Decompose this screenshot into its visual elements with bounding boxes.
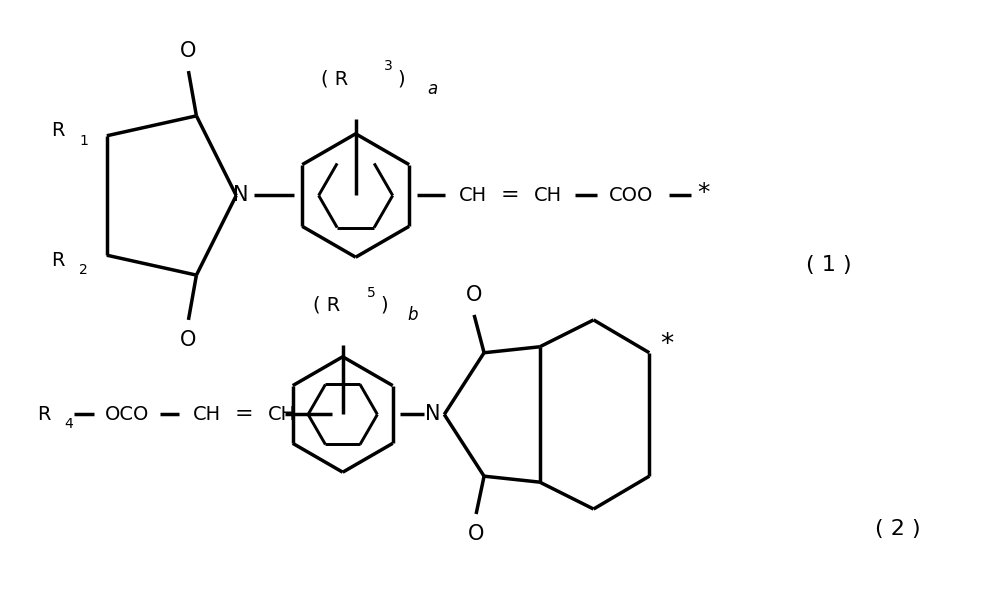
Text: a: a <box>427 80 438 98</box>
Text: CH: CH <box>459 186 487 205</box>
Text: ( R: ( R <box>313 295 340 314</box>
Text: 3: 3 <box>384 59 392 73</box>
Text: 2: 2 <box>79 263 88 277</box>
Text: O: O <box>180 41 197 61</box>
Text: 5: 5 <box>367 286 375 300</box>
Text: O: O <box>468 524 484 544</box>
Text: CH: CH <box>534 186 562 205</box>
Text: ): ) <box>397 70 405 89</box>
Text: OCO: OCO <box>105 405 149 424</box>
Text: N: N <box>425 404 440 424</box>
Text: ( R: ( R <box>321 70 348 89</box>
Text: *: * <box>697 181 709 205</box>
Text: R: R <box>52 251 65 269</box>
Text: *: * <box>661 332 674 358</box>
Text: b: b <box>407 306 418 324</box>
Text: ( 2 ): ( 2 ) <box>875 519 921 539</box>
Text: R: R <box>52 121 65 140</box>
Text: COO: COO <box>609 186 654 205</box>
Text: =: = <box>235 404 254 424</box>
Text: O: O <box>180 330 197 350</box>
Text: 4: 4 <box>64 418 73 431</box>
Text: O: O <box>466 285 482 305</box>
Text: R: R <box>37 405 51 424</box>
Text: 1: 1 <box>79 134 88 148</box>
Text: ( 1 ): ( 1 ) <box>806 255 851 275</box>
Text: =: = <box>501 185 519 205</box>
Text: CH: CH <box>268 405 296 424</box>
Text: N: N <box>233 185 249 205</box>
Text: ): ) <box>381 295 388 314</box>
Text: CH: CH <box>193 405 221 424</box>
